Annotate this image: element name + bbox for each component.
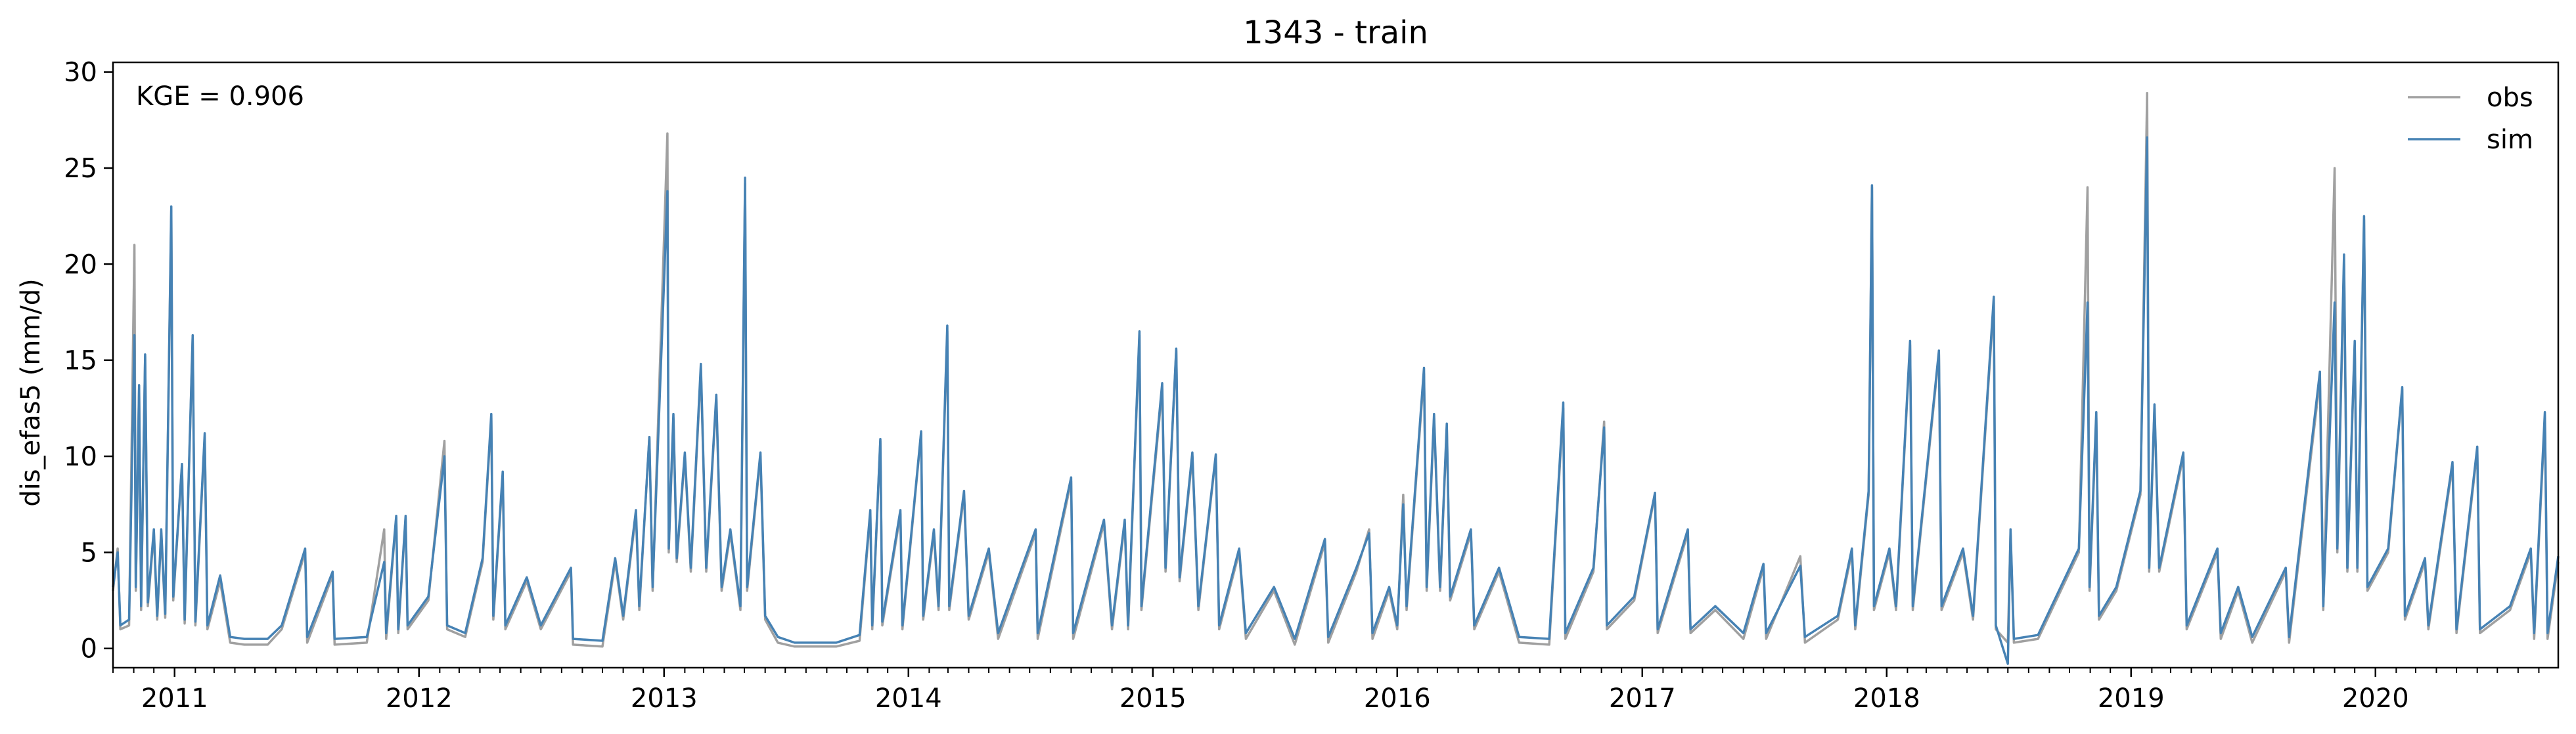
x-axis: 2011 2012 2013 2014 2015 2016 2017 2018 2019 2020 bbox=[112, 668, 2540, 714]
y-tick-label: 20 bbox=[64, 249, 97, 280]
kge-annotation: KGE = 0.906 bbox=[136, 81, 304, 112]
y-tick-label: 25 bbox=[64, 154, 97, 184]
series-layer bbox=[112, 92, 2560, 665]
x-tick-label: 2016 bbox=[1364, 683, 1431, 714]
x-tick-label: 2014 bbox=[875, 683, 942, 714]
x-tick-label: 2017 bbox=[1609, 683, 1676, 714]
legend-label-obs: obs bbox=[2487, 83, 2533, 113]
y-tick-label: 0 bbox=[81, 634, 97, 664]
y-tick-label: 30 bbox=[64, 58, 97, 88]
y-axis-label: dis_efas5 (mm/d) bbox=[16, 278, 46, 507]
legend-label-sim: sim bbox=[2487, 125, 2533, 155]
x-tick-label: 2019 bbox=[2098, 683, 2165, 714]
x-tick-label: 2011 bbox=[141, 683, 208, 714]
y-axis: 0 5 10 15 20 25 30 bbox=[64, 58, 113, 664]
x-tick-label: 2013 bbox=[631, 683, 698, 714]
y-tick-label: 5 bbox=[81, 538, 97, 568]
series-line-sim bbox=[112, 136, 2560, 665]
chart-title: 1343 - train bbox=[1243, 14, 1428, 51]
x-tick-label: 2015 bbox=[1119, 683, 1186, 714]
x-tick-label: 2012 bbox=[386, 683, 453, 714]
series-line-obs bbox=[112, 92, 2560, 648]
x-tick-label: 2020 bbox=[2342, 683, 2409, 714]
legend: obs sim bbox=[2408, 83, 2533, 155]
y-tick-label: 10 bbox=[64, 442, 97, 472]
x-tick-label: 2018 bbox=[1853, 683, 1920, 714]
y-tick-label: 15 bbox=[64, 346, 97, 376]
